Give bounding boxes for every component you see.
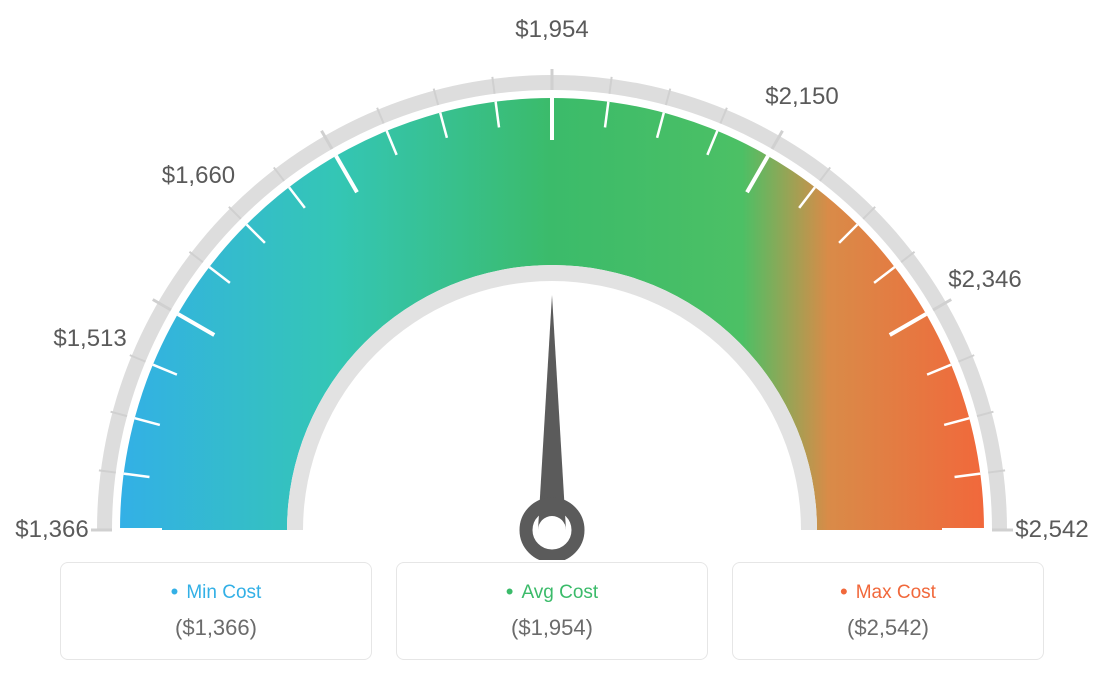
summary-cards: Min Cost ($1,366) Avg Cost ($1,954) Max …	[60, 562, 1044, 660]
min-cost-card: Min Cost ($1,366)	[60, 562, 372, 660]
gauge-tick-label: $2,542	[1015, 516, 1088, 544]
gauge-tick-label: $1,660	[162, 162, 235, 190]
avg-cost-label: Avg Cost	[415, 579, 689, 605]
min-cost-label: Min Cost	[79, 579, 353, 605]
max-cost-value: ($2,542)	[751, 615, 1025, 641]
gauge-tick-label: $1,366	[15, 516, 88, 544]
avg-cost-value: ($1,954)	[415, 615, 689, 641]
gauge-svg	[0, 0, 1104, 560]
cost-gauge-chart: $1,366 $1,513 $1,660 $1,954 $2,150 $2,346 $2,5…	[0, 0, 1104, 690]
gauge-tick-label: $1,954	[515, 16, 588, 44]
max-cost-card: Max Cost ($2,542)	[732, 562, 1044, 660]
gauge-tick-label: $1,513	[53, 325, 126, 353]
min-cost-value: ($1,366)	[79, 615, 353, 641]
avg-cost-card: Avg Cost ($1,954)	[396, 562, 708, 660]
gauge-tick-label: $2,150	[765, 83, 838, 111]
gauge-tick-label: $2,346	[948, 266, 1021, 294]
max-cost-label: Max Cost	[751, 579, 1025, 605]
gauge-area: $1,366 $1,513 $1,660 $1,954 $2,150 $2,346 $2,5…	[0, 0, 1104, 560]
